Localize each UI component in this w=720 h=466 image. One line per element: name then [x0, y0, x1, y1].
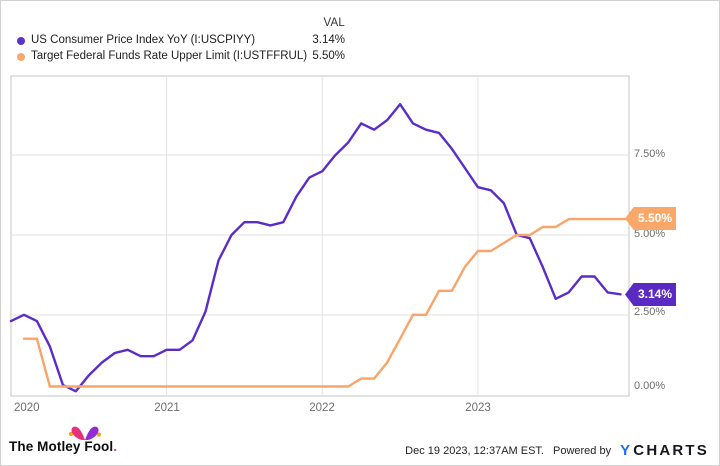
gridlines — [11, 76, 629, 396]
y-tick-5-00: 5.00% — [634, 228, 666, 240]
ycharts-logo[interactable]: YCHARTS — [620, 442, 709, 459]
cpi-series-value: 3.14% — [312, 34, 345, 46]
legend-val-header: VAL — [323, 17, 345, 29]
fed-funds-series-dot-icon — [17, 53, 25, 61]
y-tick-0-00: 0.00% — [634, 380, 666, 392]
powered-by-label: Powered by — [552, 444, 612, 457]
fed-funds-series-label: Target Federal Funds Rate Upper Limit (I… — [31, 50, 308, 62]
ycharts-logo-y: Y — [620, 442, 633, 459]
x-tick-2021: 2021 — [154, 402, 180, 414]
motley-fool-logo-text: The Motley Fool — [9, 439, 114, 454]
x-tick-2023: 2023 — [465, 402, 491, 414]
cpi-series-label: US Consumer Price Index YoY (I:USCPIYY) — [31, 34, 256, 46]
footer-attribution: Dec 19 2023, 12:37AM EST. Powered by YCH… — [405, 442, 709, 459]
cpi-series-dot-icon — [17, 37, 25, 45]
fed-funds-line — [22, 217, 631, 388]
ycharts-logo-rest: CHARTS — [633, 442, 709, 459]
x-tick-2022: 2022 — [309, 402, 335, 414]
x-tick-2020: 2020 — [14, 402, 40, 414]
y-tick-7-50: 7.50% — [634, 148, 666, 160]
legend-row-cpi[interactable]: US Consumer Price Index YoY (I:USCPIYY) … — [1, 33, 361, 49]
fed-funds-value-badge: 5.50% — [625, 207, 676, 230]
motley-fool-logo-dot: . — [113, 439, 118, 454]
cpi-value-badge: 3.14% — [625, 283, 676, 306]
y-tick-2-50: 2.50% — [634, 306, 666, 318]
chart-timestamp: Dec 19 2023, 12:37AM EST. — [405, 444, 544, 457]
legend-row-fed-funds[interactable]: Target Federal Funds Rate Upper Limit (I… — [1, 49, 361, 65]
fed-funds-series-value: 5.50% — [312, 50, 345, 62]
plot-border — [10, 75, 630, 397]
series-lines — [9, 102, 631, 393]
motley-fool-logo[interactable]: The Motley Fool. — [9, 439, 117, 454]
jester-hat-icon — [68, 426, 102, 440]
